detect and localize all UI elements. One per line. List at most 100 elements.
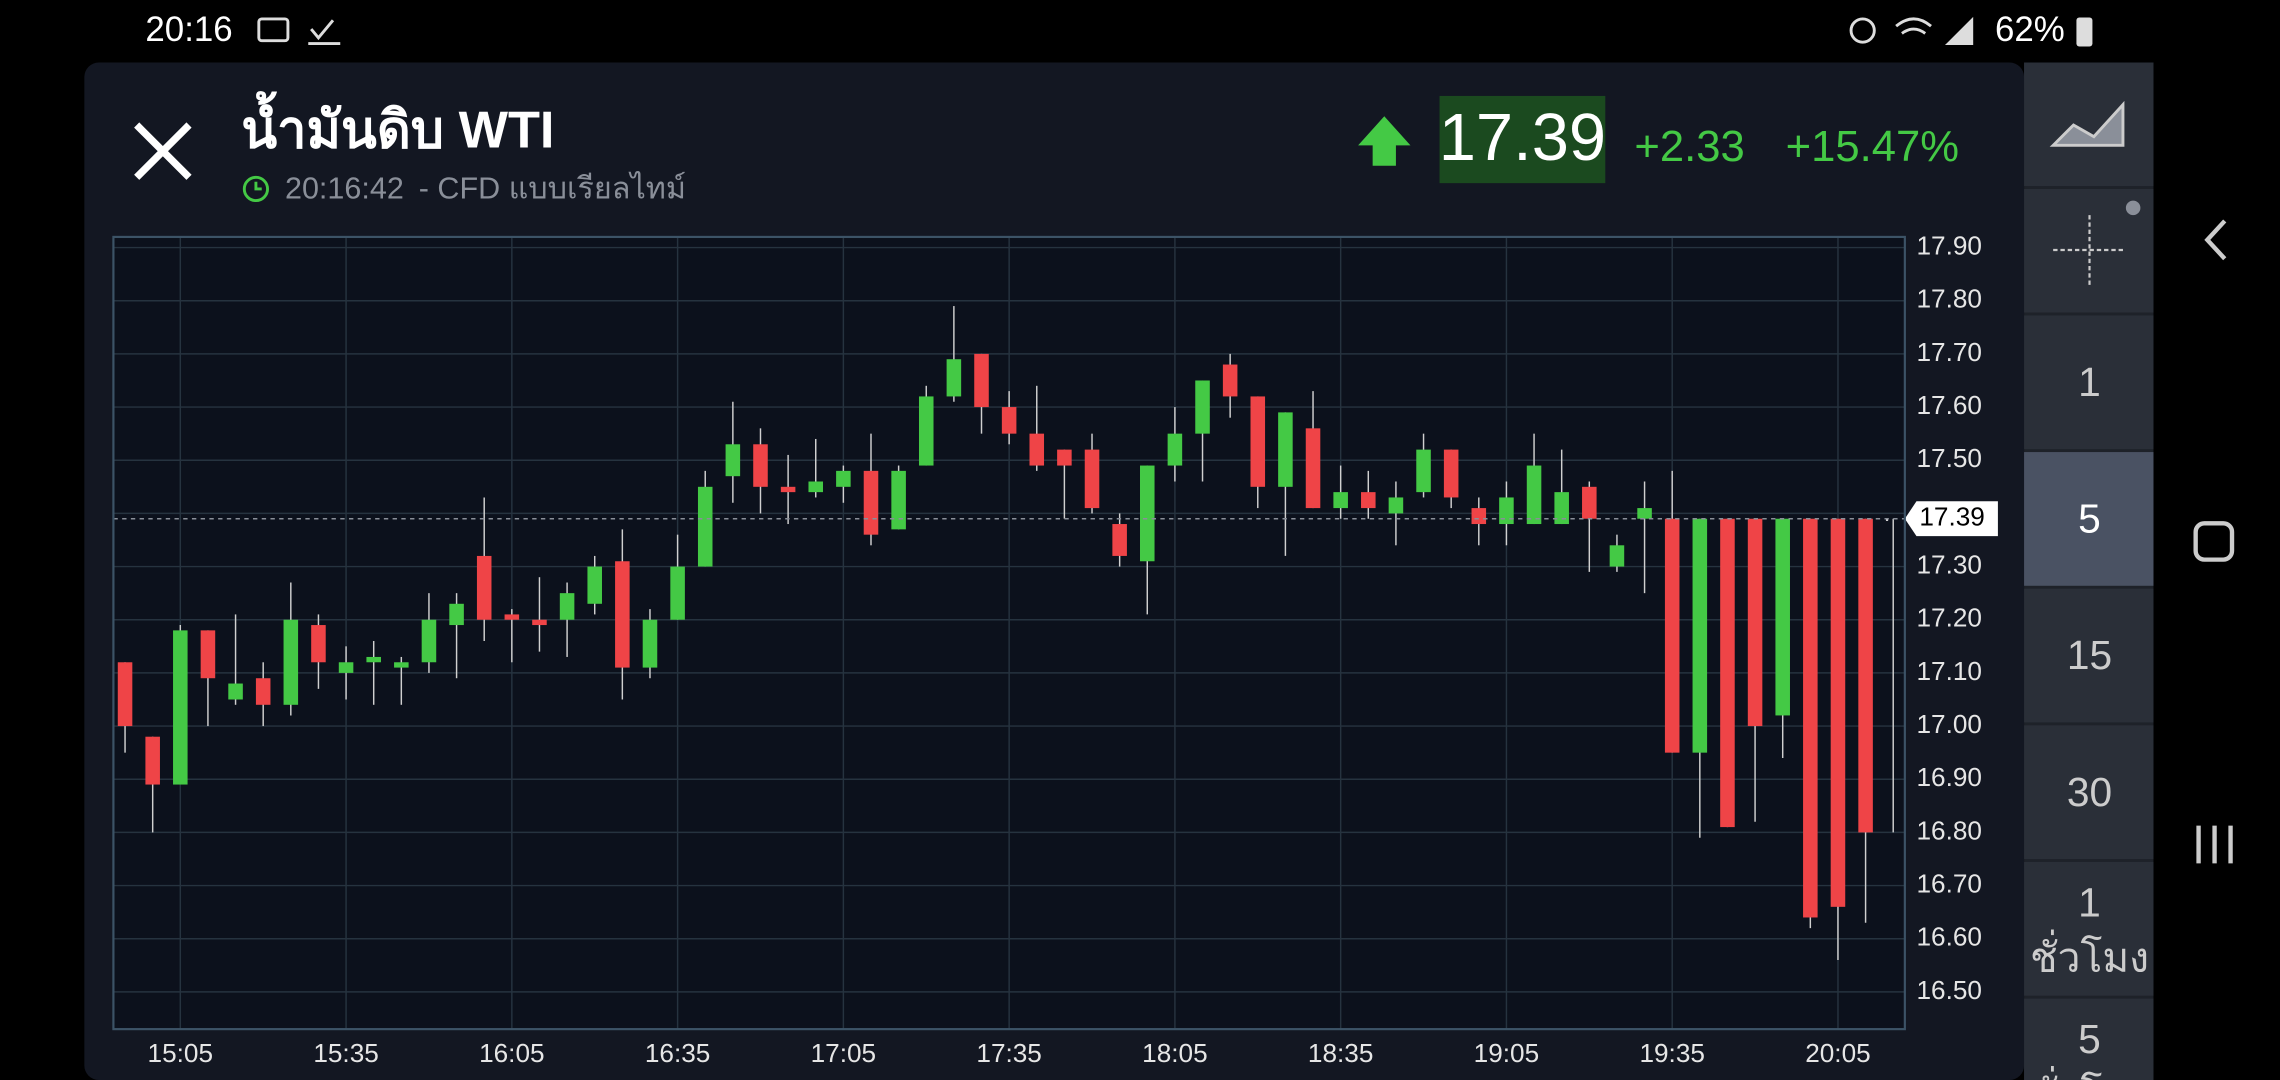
status-time: 20:16 xyxy=(145,10,232,49)
subtitle: - CFD แบบเรียลไทม์ xyxy=(419,170,686,205)
y-tick-label: 17.30 xyxy=(1916,549,1981,579)
interval-label: 30 xyxy=(2067,769,2112,815)
candle-body xyxy=(1582,486,1597,519)
candle-body xyxy=(366,656,381,663)
x-tick-label: 18:05 xyxy=(1142,1038,1207,1068)
candle-body xyxy=(173,630,188,785)
candle-body xyxy=(1361,492,1376,509)
chart-type-button[interactable] xyxy=(2024,62,2154,187)
up-arrow xyxy=(1358,116,1411,166)
y-tick-label: 17.10 xyxy=(1916,656,1981,686)
candle-body xyxy=(1057,449,1072,466)
interval-unit: ชั่วโมง xyxy=(2030,930,2149,981)
price-change-pct: +15.47% xyxy=(1786,123,1959,171)
y-tick-label: 17.00 xyxy=(1916,709,1981,739)
x-tick-label: 19:05 xyxy=(1474,1038,1539,1068)
candle-body xyxy=(200,630,216,679)
interval-button[interactable] xyxy=(2024,452,2154,586)
chart: 17.9017.8017.7017.6017.5017.4017.3017.20… xyxy=(113,230,1998,1068)
candle-body xyxy=(808,481,824,493)
candle-body xyxy=(836,470,851,487)
price: 17.39 xyxy=(1439,100,1606,175)
x-tick-label: 15:35 xyxy=(313,1038,378,1068)
chart-type-icon xyxy=(2049,100,2125,147)
candle-body xyxy=(228,683,243,700)
x-tick-label: 18:35 xyxy=(1308,1038,1373,1068)
y-tick-label: 16.60 xyxy=(1916,922,1981,952)
interval-label: 5 xyxy=(2078,1016,2101,1062)
candle-body xyxy=(891,470,906,530)
y-tick-label: 16.80 xyxy=(1916,815,1981,845)
candle-body xyxy=(1195,380,1210,434)
interval-label: 15 xyxy=(2067,632,2112,678)
candle-body xyxy=(1554,492,1569,525)
instrument-title: น้ำมันดิบ WTI xyxy=(241,91,554,160)
interval-button[interactable] xyxy=(2024,315,2154,450)
candle-body xyxy=(1803,518,1818,918)
clock-icon xyxy=(242,175,270,203)
candle-body xyxy=(1084,449,1100,509)
candle-body xyxy=(918,396,934,466)
update-time: 20:16:42 xyxy=(285,171,404,205)
candle-body xyxy=(1029,433,1045,466)
x-tick-label: 16:35 xyxy=(645,1038,710,1068)
candle-body xyxy=(1885,518,1889,521)
x-tick-label: 17:05 xyxy=(811,1038,876,1068)
interval-label: 1 xyxy=(2078,879,2101,925)
y-tick-label: 17.60 xyxy=(1916,390,1981,420)
y-tick-label: 17.90 xyxy=(1916,230,1981,260)
candle-body xyxy=(725,444,741,477)
x-tick-label: 20:05 xyxy=(1805,1038,1870,1068)
candle-body xyxy=(1609,545,1625,567)
candle-body xyxy=(615,561,630,668)
candle-body xyxy=(1526,465,1542,525)
candle-body xyxy=(1416,449,1431,493)
candle-body xyxy=(974,353,989,408)
candle-body xyxy=(255,678,271,705)
candle-body xyxy=(1001,407,1017,434)
y-tick-label: 17.80 xyxy=(1916,284,1981,314)
interval-button[interactable] xyxy=(2024,998,2154,1080)
candle-body xyxy=(311,625,326,663)
nav-bar xyxy=(2193,219,2235,864)
y-tick-label: 17.70 xyxy=(1916,337,1981,367)
candle-body xyxy=(1112,524,1127,556)
candle-body xyxy=(394,662,409,668)
x-tick-label: 17:35 xyxy=(976,1038,1041,1068)
y-tick-label: 17.50 xyxy=(1916,443,1981,473)
interval-button[interactable] xyxy=(2024,861,2154,996)
candle-body xyxy=(338,662,354,673)
y-tick-label: 16.90 xyxy=(1916,762,1981,792)
candle-body xyxy=(283,619,299,705)
interval-button[interactable] xyxy=(2024,725,2154,860)
candle-body xyxy=(1278,412,1293,487)
battery-icon xyxy=(2076,17,2093,47)
close-button[interactable] xyxy=(134,122,192,180)
y-tick-label: 17.20 xyxy=(1916,603,1981,633)
candle-body xyxy=(1140,465,1155,562)
x-tick-label: 19:35 xyxy=(1639,1038,1704,1068)
status-icons xyxy=(257,16,1974,46)
candle-body xyxy=(1637,508,1652,519)
candle-body xyxy=(1747,518,1763,727)
price-box xyxy=(1439,95,1606,184)
candle-body xyxy=(1664,518,1680,753)
candle-body xyxy=(449,603,464,626)
candle-body xyxy=(1471,508,1487,525)
candle-body xyxy=(642,619,658,668)
last-price-label: 17.39 xyxy=(1919,502,1984,532)
candle-body xyxy=(476,555,492,620)
candle-body xyxy=(1305,428,1321,509)
last-price-tag xyxy=(1904,501,1998,537)
candle-body xyxy=(1250,396,1266,487)
battery-level: 62% xyxy=(1995,10,2065,49)
candle-body xyxy=(863,470,879,535)
candle-body xyxy=(753,444,768,487)
candle-body xyxy=(587,566,602,604)
interval-button[interactable] xyxy=(2024,588,2154,723)
candle-body xyxy=(1775,518,1790,716)
candle-body xyxy=(504,614,520,620)
candle-body xyxy=(145,736,160,785)
